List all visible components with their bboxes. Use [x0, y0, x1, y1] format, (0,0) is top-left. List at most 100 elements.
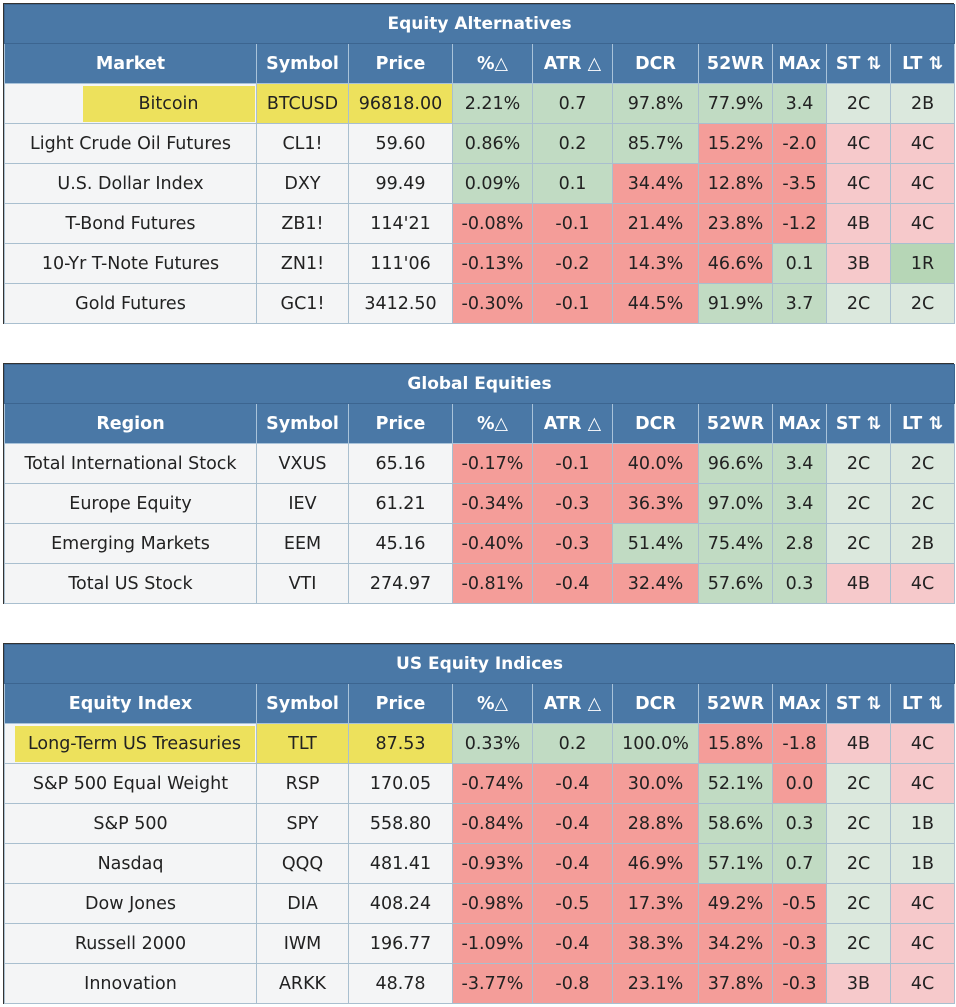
table-row[interactable]: S&P 500 Equal Weight RSP 170.05 -0.74% -… — [4, 763, 955, 804]
col-header-price[interactable]: Price — [348, 403, 453, 444]
row-name: Dow Jones — [4, 883, 257, 924]
col-header-52wr[interactable]: 52WR — [698, 403, 773, 444]
atr-cell: -0.4 — [532, 563, 613, 604]
atr-cell: -0.1 — [532, 443, 613, 484]
price-cell: 61.21 — [348, 483, 453, 524]
price-cell: 481.41 — [348, 843, 453, 884]
pct-cell: -0.13% — [452, 243, 533, 284]
atr-cell: -0.4 — [532, 763, 613, 804]
lt-cell: 4C — [889, 123, 956, 164]
52wr-cell: 97.0% — [698, 483, 773, 524]
table-row[interactable]: Russell 2000 IWM 196.77 -1.09% -0.4 38.3… — [4, 923, 955, 964]
table-row[interactable]: Innovation ARKK 48.78 -3.77% -0.8 23.1% … — [4, 963, 955, 1004]
col-header-symbol[interactable]: Symbol — [256, 43, 349, 84]
row-name: Total International Stock — [4, 443, 257, 484]
max-cell: 3.4 — [772, 83, 827, 124]
atr-cell: 0.2 — [532, 723, 613, 764]
col-header-st[interactable]: ST ⇅ — [826, 683, 891, 724]
price-cell: 65.16 — [348, 443, 453, 484]
symbol-cell: VTI — [256, 563, 349, 604]
col-header-pct-change[interactable]: %△ — [452, 43, 533, 84]
col-header-market[interactable]: Market — [4, 43, 257, 84]
col-header-pct-change[interactable]: %△ — [452, 683, 533, 724]
st-cell: 2C — [826, 763, 891, 804]
col-header-dcr[interactable]: DCR — [612, 43, 699, 84]
table-row[interactable]: Long-Term US Treasuries TLT 87.53 0.33% … — [4, 723, 955, 764]
col-header-max[interactable]: MAx — [772, 403, 827, 444]
col-header-dcr[interactable]: DCR — [612, 683, 699, 724]
col-header-st[interactable]: ST ⇅ — [826, 403, 891, 444]
col-header-lt[interactable]: LT ⇅ — [890, 683, 955, 724]
52wr-cell: 96.6% — [698, 443, 773, 484]
table-row[interactable]: Dow Jones DIA 408.24 -0.98% -0.5 17.3% 4… — [4, 883, 955, 924]
lt-cell: 2C — [889, 283, 956, 324]
symbol-cell: SPY — [256, 803, 349, 844]
col-header-symbol[interactable]: Symbol — [256, 403, 349, 444]
symbol-cell: CL1! — [256, 123, 349, 164]
equity-alternatives-table: Equity Alternatives Market Symbol Price … — [3, 4, 956, 324]
symbol-cell: DIA — [256, 883, 349, 924]
dcr-cell: 32.4% — [612, 563, 699, 604]
lt-cell: 4C — [890, 883, 955, 924]
col-header-max[interactable]: MAx — [772, 683, 827, 724]
col-header-52wr[interactable]: 52WR — [698, 683, 773, 724]
col-header-price[interactable]: Price — [348, 683, 453, 724]
table-row[interactable]: Total US Stock VTI 274.97 -0.81% -0.4 32… — [4, 563, 956, 604]
row-name: Gold Futures — [4, 283, 257, 324]
col-header-dcr[interactable]: DCR — [612, 403, 699, 444]
col-header-lt[interactable]: LT ⇅ — [889, 403, 956, 444]
row-name: 10-Yr T-Note Futures — [4, 243, 257, 284]
col-header-max[interactable]: MAx — [772, 43, 827, 84]
col-header-st[interactable]: ST ⇅ — [826, 43, 891, 84]
52wr-cell: 58.6% — [698, 803, 773, 844]
price-cell: 408.24 — [348, 883, 453, 924]
table-row[interactable]: Europe Equity IEV 61.21 -0.34% -0.3 36.3… — [4, 483, 956, 524]
symbol-cell: IWM — [256, 923, 349, 964]
dcr-cell: 100.0% — [612, 723, 699, 764]
st-cell: 2C — [826, 883, 891, 924]
table-row[interactable]: Total International Stock VXUS 65.16 -0.… — [4, 443, 956, 484]
52wr-cell: 75.4% — [698, 523, 773, 564]
header-row: Equity Index Symbol Price %△ ATR △ DCR 5… — [4, 683, 955, 724]
max-cell: -3.5 — [772, 163, 827, 204]
max-cell: 2.8 — [772, 523, 827, 564]
dcr-cell: 38.3% — [612, 923, 699, 964]
pct-cell: -0.08% — [452, 203, 533, 244]
header-row: Market Symbol Price %△ ATR △ DCR 52WR MA… — [4, 43, 956, 84]
col-header-atr-change[interactable]: ATR △ — [532, 43, 613, 84]
table-row[interactable]: Light Crude Oil Futures CL1! 59.60 0.86%… — [4, 123, 956, 164]
col-header-atr-change[interactable]: ATR △ — [532, 683, 613, 724]
lt-cell: 2B — [889, 523, 956, 564]
col-header-pct-change[interactable]: %△ — [452, 403, 533, 444]
table-row[interactable]: U.S. Dollar Index DXY 99.49 0.09% 0.1 34… — [4, 163, 956, 204]
table-row[interactable]: T-Bond Futures ZB1! 114'21 -0.08% -0.1 2… — [4, 203, 956, 244]
pct-cell: 0.86% — [452, 123, 533, 164]
atr-cell: 0.2 — [532, 123, 613, 164]
col-header-52wr[interactable]: 52WR — [698, 43, 773, 84]
col-header-lt[interactable]: LT ⇅ — [889, 43, 956, 84]
pct-cell: -0.17% — [452, 443, 533, 484]
table-row[interactable]: Gold Futures GC1! 3412.50 -0.30% -0.1 44… — [4, 283, 956, 324]
table-row[interactable]: Bitcoin BTCUSD 96818.00 2.21% 0.7 97.8% … — [4, 83, 956, 124]
col-header-atr-change[interactable]: ATR △ — [532, 403, 613, 444]
lt-cell: 4C — [889, 163, 956, 204]
price-cell: 48.78 — [348, 963, 453, 1004]
symbol-cell: DXY — [256, 163, 349, 204]
table-row[interactable]: S&P 500 SPY 558.80 -0.84% -0.4 28.8% 58.… — [4, 803, 955, 844]
col-header-equity-index[interactable]: Equity Index — [4, 683, 257, 724]
atr-cell: 0.7 — [532, 83, 613, 124]
dcr-cell: 30.0% — [612, 763, 699, 804]
col-header-price[interactable]: Price — [348, 43, 453, 84]
atr-cell: -0.4 — [532, 923, 613, 964]
table-row[interactable]: Emerging Markets EEM 45.16 -0.40% -0.3 5… — [4, 523, 956, 564]
table-row[interactable]: Nasdaq QQQ 481.41 -0.93% -0.4 46.9% 57.1… — [4, 843, 955, 884]
row-name: S&P 500 — [4, 803, 257, 844]
col-header-region[interactable]: Region — [4, 403, 257, 444]
row-name: Emerging Markets — [4, 523, 257, 564]
dcr-cell: 17.3% — [612, 883, 699, 924]
table-row[interactable]: 10-Yr T-Note Futures ZN1! 111'06 -0.13% … — [4, 243, 956, 284]
pct-cell: -0.81% — [452, 563, 533, 604]
col-header-symbol[interactable]: Symbol — [256, 683, 349, 724]
lt-cell: 4C — [890, 763, 955, 804]
header-row: Region Symbol Price %△ ATR △ DCR 52WR MA… — [4, 403, 956, 444]
